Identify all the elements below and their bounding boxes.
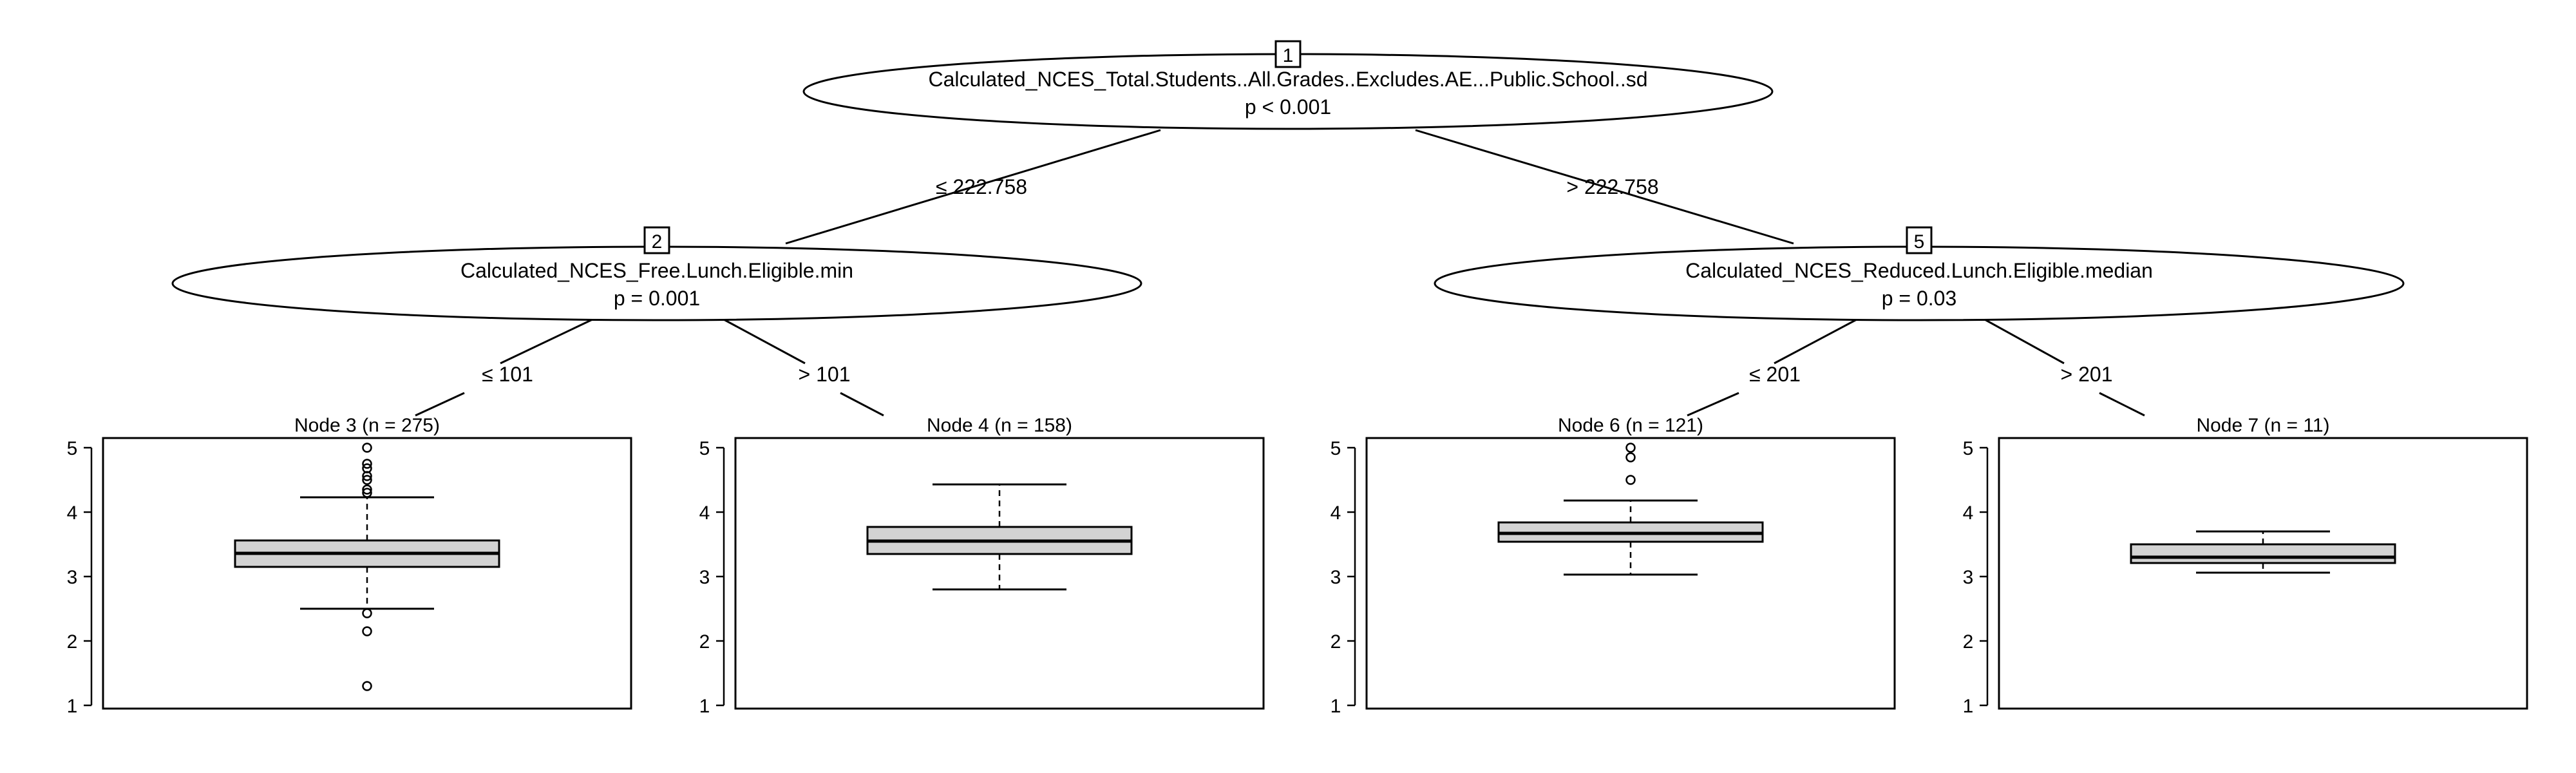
boxplot-panel-2: Node 4 (n = 158) 1 2 3 4 5 [699,415,1265,717]
node-2-variable: Calculated_NCES_Free.Lunch.Eligible.min [460,259,853,282]
outlier-point [362,484,372,495]
node-5-id: 5 [1914,231,1925,253]
edge-label-5-6: ≤ 201 [1749,363,1801,386]
outlier-point [362,459,372,469]
y-tick-label: 5 [67,438,78,459]
y-tick-label: 1 [699,696,710,717]
y-tick-label: 3 [67,567,78,588]
y-tick-label: 2 [1331,631,1341,653]
edge-2-3 [500,318,594,365]
outlier-point [362,681,372,691]
outlier-point [362,471,372,481]
edge-label-2-3: ≤ 101 [482,363,533,386]
panel-frame [102,437,632,710]
y-tick-label: 3 [1963,567,1974,588]
edge-label-2-4: > 101 [799,363,851,386]
y-tick-label: 3 [1331,567,1341,588]
edge-1-5 [1415,129,1794,245]
outlier-point [1625,443,1636,453]
node-5-id-box [1906,226,1933,254]
panel-title: Node 7 (n = 11) [2196,415,2329,436]
y-tick-label: 4 [1963,502,1974,524]
y-tick-label: 5 [699,438,710,459]
outlier-point [362,626,372,636]
outlier-point [362,488,372,498]
node-1-p-value: p < 0.001 [1245,95,1331,119]
panel-title: Node 6 (n = 121) [1558,415,1703,436]
edge-2-4 [722,318,806,365]
panel-frame [1998,437,2528,710]
panel-frame [734,437,1265,710]
y-tick-label: 2 [1963,631,1974,653]
node-2-id-box [643,226,670,254]
y-tick-label: 1 [67,696,78,717]
node-1-id-box [1274,40,1302,68]
edge-2-3-lower [415,392,465,417]
y-tick-label: 5 [1331,438,1341,459]
y-tick-label: 2 [699,631,710,653]
boxplot-panel-4: Node 7 (n = 11) 1 2 3 4 5 [1963,415,2528,717]
edge-label-1-5: > 222.758 [1566,175,1658,198]
edge-5-6-lower [1687,392,1739,417]
edge-label-1-2: ≤ 222.758 [936,175,1027,198]
y-tick-label: 3 [699,567,710,588]
panel-frame [1365,437,1896,710]
outlier-point [362,608,372,618]
inner-node-5: 5 Calculated_NCES_Reduced.Lunch.Eligible… [1434,226,2405,321]
edge-5-7 [1983,318,2065,365]
outlier-point [362,443,372,453]
edge-labels: ≤ 222.758 > 222.758 ≤ 101 > 101 ≤ 201 > … [482,175,2112,386]
node-2-id: 2 [652,231,663,253]
terminal-node-panels: Node 3 (n = 275) 1 2 3 4 5 Node 4 (n = 158) 1 2 3… [67,415,2528,717]
node-5-variable: Calculated_NCES_Reduced.Lunch.Eligible.m… [1685,259,2153,282]
edge-5-6 [1774,318,1859,365]
node-2-p-value: p = 0.001 [614,287,700,310]
inner-node-1: 1 Calculated_NCES_Total.Students..All.Gr… [802,40,1774,130]
edge-label-5-7: > 201 [2061,363,2113,386]
y-tick-label: 1 [1963,696,1974,717]
outlier-point [1625,452,1636,463]
y-tick-label: 5 [1963,438,1974,459]
panel-title: Node 4 (n = 158) [927,415,1072,436]
outlier-point [1625,475,1636,485]
iqr-box [2130,543,2396,564]
y-tick-label: 1 [1331,696,1341,717]
node-1-variable: Calculated_NCES_Total.Students..All.Grad… [928,68,1647,91]
boxplot-panel-3: Node 6 (n = 121) 1 2 3 4 5 [1331,415,1896,717]
boxplot-panel-1: Node 3 (n = 275) 1 2 3 4 5 [67,415,632,717]
node-5-p-value: p = 0.03 [1882,287,1957,310]
edge-2-4-lower [840,392,884,417]
node-1-id: 1 [1283,45,1294,66]
edge-1-2 [785,129,1161,245]
outlier-point [362,475,372,485]
edge-5-7-lower [2099,392,2145,417]
tree-edges [415,129,2145,417]
y-tick-label: 4 [1331,502,1341,524]
panel-title: Node 3 (n = 275) [294,415,440,436]
y-tick-label: 4 [699,502,710,524]
inner-node-2: 2 Calculated_NCES_Free.Lunch.Eligible.mi… [171,226,1142,321]
y-tick-label: 2 [67,631,78,653]
y-tick-label: 4 [67,502,78,524]
